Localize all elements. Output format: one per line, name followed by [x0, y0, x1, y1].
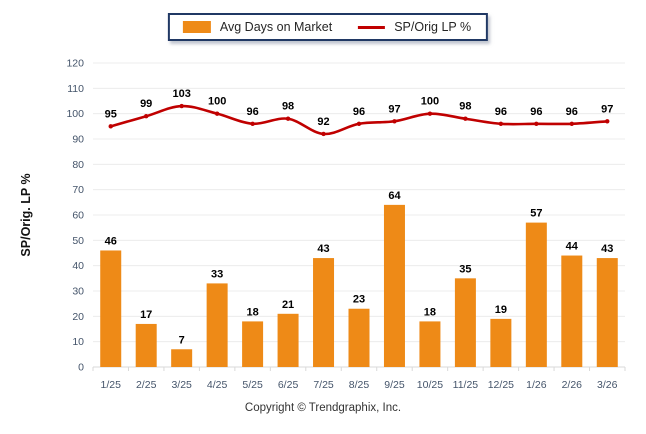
- line-value-label: 100: [208, 96, 226, 108]
- y-tick-label: 120: [66, 58, 84, 70]
- line-marker: [427, 111, 433, 116]
- bar: [277, 313, 299, 367]
- line-value-label: 99: [140, 98, 152, 110]
- bar-value-label: 35: [459, 263, 471, 275]
- copyright-text: Copyright © Trendgraphix, Inc.: [244, 402, 402, 414]
- line-legend-swatch: [358, 25, 386, 29]
- bar: [525, 222, 547, 367]
- bar-value-label: 43: [317, 243, 329, 255]
- bar-value-label: 19: [495, 304, 507, 316]
- bar: [171, 349, 193, 367]
- x-tick-label: 2/26: [562, 379, 583, 391]
- y-tick-label: 20: [72, 311, 84, 323]
- x-tick-label: 1/26: [526, 379, 547, 391]
- x-tick-label: 11/25: [453, 379, 479, 391]
- line-value-label: 95: [105, 108, 117, 120]
- bar: [206, 283, 228, 367]
- x-tick-label: 1/25: [101, 379, 122, 391]
- bar-value-label: 64: [388, 190, 401, 202]
- x-tick-label: 4/25: [207, 379, 228, 391]
- y-tick-label: 100: [66, 108, 84, 120]
- bar-value-label: 17: [140, 309, 152, 321]
- line-marker: [463, 116, 468, 121]
- line-value-label: 92: [317, 116, 329, 128]
- y-tick-label: 70: [72, 184, 84, 196]
- bar: [348, 308, 370, 367]
- line-marker: [321, 131, 326, 137]
- line-value-label: 98: [282, 101, 294, 113]
- y-tick-label: 80: [72, 159, 84, 171]
- bar-value-label: 44: [566, 241, 579, 253]
- x-tick-label: 9/25: [384, 379, 405, 391]
- line-value-label: 103: [172, 88, 190, 100]
- bar-value-label: 21: [282, 299, 294, 311]
- bar-value-label: 23: [353, 294, 365, 306]
- bar-value-label: 33: [211, 268, 223, 280]
- line-marker: [392, 119, 397, 124]
- line-marker: [534, 121, 539, 127]
- bar: [135, 323, 157, 367]
- line-marker: [108, 124, 113, 129]
- bar-value-label: 18: [246, 306, 258, 318]
- legend: Avg Days on Market SP/Orig LP %: [167, 13, 489, 41]
- bar: [383, 204, 405, 367]
- line-marker: [285, 116, 291, 121]
- bar: [490, 318, 512, 367]
- line-marker: [179, 103, 184, 109]
- line-marker: [605, 119, 610, 124]
- bar: [561, 255, 583, 367]
- line-value-label: 97: [601, 103, 613, 115]
- x-tick-label: 12/25: [488, 379, 514, 391]
- line-marker: [250, 121, 255, 127]
- bar: [313, 258, 335, 367]
- bar-value-label: 18: [424, 306, 436, 318]
- line-legend-label: SP/Orig LP %: [394, 20, 472, 34]
- y-axis-title: SP/Orig. LP %: [19, 173, 33, 256]
- bar: [454, 278, 476, 367]
- line-value-label: 96: [353, 106, 365, 118]
- x-tick-label: 5/25: [242, 379, 263, 391]
- y-tick-label: 10: [72, 336, 84, 348]
- y-tick-label: 50: [72, 235, 84, 247]
- line-marker: [214, 111, 220, 116]
- line-value-label: 100: [421, 96, 439, 108]
- y-tick-label: 0: [78, 362, 84, 374]
- x-tick-label: 6/25: [278, 379, 299, 391]
- line-value-label: 96: [566, 106, 578, 118]
- line-value-label: 96: [530, 106, 542, 118]
- line-marker: [498, 121, 504, 127]
- line-value-label: 96: [246, 106, 258, 118]
- line-marker: [569, 121, 574, 127]
- line-marker: [356, 121, 362, 127]
- line-value-label: 98: [459, 101, 471, 113]
- y-tick-label: 60: [72, 210, 84, 222]
- y-tick-label: 30: [72, 286, 84, 298]
- x-tick-label: 3/25: [171, 379, 192, 391]
- bar-value-label: 43: [601, 243, 613, 255]
- line-value-label: 97: [388, 103, 400, 115]
- y-tick-label: 90: [72, 134, 84, 146]
- x-tick-label: 10/25: [417, 379, 443, 391]
- bar-legend-swatch: [182, 21, 211, 33]
- y-tick-label: 110: [67, 83, 84, 95]
- bar-legend-label: Avg Days on Market: [219, 20, 333, 34]
- x-tick-label: 7/25: [313, 379, 334, 391]
- bar: [419, 321, 441, 367]
- x-tick-label: 3/26: [597, 379, 618, 391]
- bar-value-label: 7: [179, 334, 185, 346]
- bar-value-label: 46: [105, 235, 117, 247]
- x-tick-label: 8/25: [349, 379, 370, 391]
- bar: [242, 321, 264, 367]
- y-tick-label: 40: [72, 260, 84, 272]
- bar-value-label: 57: [530, 208, 542, 220]
- bar: [596, 258, 618, 367]
- bar: [100, 250, 122, 367]
- line-marker: [144, 114, 149, 119]
- line-value-label: 96: [495, 106, 507, 118]
- x-tick-label: 2/25: [136, 379, 157, 391]
